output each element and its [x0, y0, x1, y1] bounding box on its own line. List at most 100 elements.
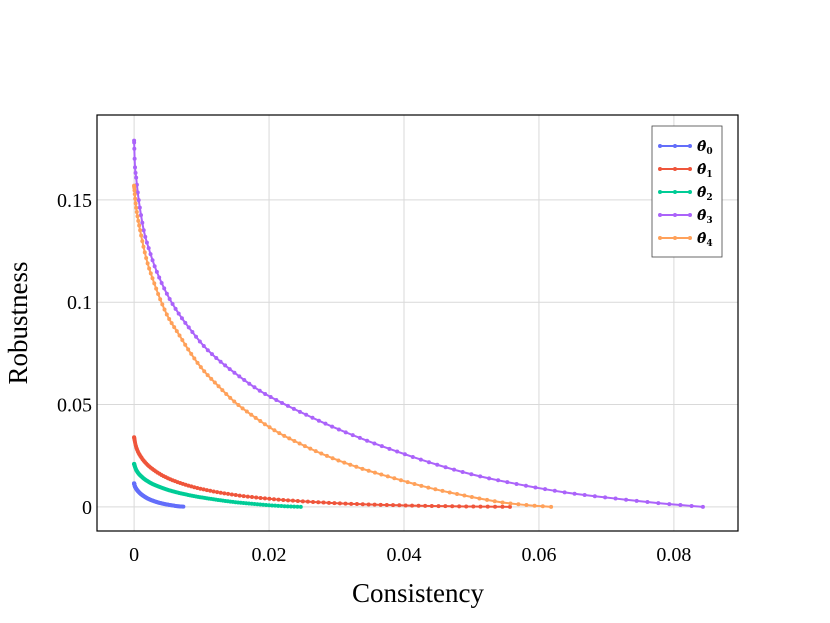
data-point — [183, 342, 188, 347]
data-point — [138, 213, 143, 218]
y-tick-label: 0.05 — [57, 395, 92, 417]
data-point — [689, 503, 694, 508]
data-point — [198, 486, 203, 491]
data-point — [336, 427, 341, 432]
data-point — [634, 498, 639, 503]
data-point — [311, 499, 316, 504]
data-point — [156, 291, 161, 296]
data-point — [379, 444, 384, 449]
legend-swatch-dot — [658, 236, 662, 240]
data-point — [183, 320, 188, 325]
data-point — [532, 503, 537, 508]
data-point — [298, 504, 303, 509]
data-point — [508, 501, 513, 506]
data-point — [257, 388, 262, 393]
data-point — [169, 321, 174, 326]
data-point — [297, 441, 302, 446]
data-point — [240, 406, 245, 411]
data-point — [471, 504, 476, 509]
data-point — [227, 367, 232, 372]
data-point — [152, 281, 157, 286]
data-point — [228, 395, 233, 400]
data-point — [194, 334, 199, 339]
data-point — [316, 418, 321, 423]
data-point — [540, 504, 545, 509]
data-point — [385, 474, 390, 479]
data-point — [469, 472, 474, 477]
data-point — [543, 487, 548, 492]
data-point — [140, 239, 145, 244]
data-point — [209, 352, 214, 357]
data-point — [436, 504, 441, 509]
data-point — [485, 497, 490, 502]
data-point — [192, 485, 197, 490]
data-point — [177, 333, 182, 338]
data-point — [249, 412, 254, 417]
data-point — [330, 424, 335, 429]
data-point — [205, 348, 210, 353]
data-point — [276, 497, 281, 502]
data-point — [209, 376, 214, 381]
data-point — [304, 412, 309, 417]
data-point — [242, 378, 247, 383]
data-point — [150, 276, 155, 281]
data-point — [249, 495, 254, 500]
data-point — [201, 487, 206, 492]
data-point — [205, 373, 210, 378]
data-point — [201, 343, 206, 348]
data-point — [357, 435, 362, 440]
data-point — [147, 266, 152, 271]
data-point — [141, 244, 146, 249]
data-point — [132, 146, 137, 151]
data-point — [324, 453, 329, 458]
tick-labels: 0 0.02 0.04 0.06 0.08 0 0.05 0.1 0.15 — [57, 190, 691, 566]
data-point — [164, 291, 169, 296]
data-point — [452, 467, 457, 472]
data-point — [152, 264, 157, 269]
data-point — [485, 504, 490, 509]
data-point — [237, 493, 242, 498]
data-point — [232, 399, 237, 404]
data-point — [286, 498, 291, 503]
data-point — [140, 220, 145, 225]
data-point — [464, 504, 469, 509]
data-point — [220, 388, 225, 393]
data-point — [223, 363, 228, 368]
data-point — [132, 192, 137, 197]
data-point — [154, 286, 159, 291]
data-point — [150, 258, 155, 263]
data-point — [174, 329, 179, 334]
data-point — [237, 374, 242, 379]
data-point — [179, 316, 184, 321]
data-point — [172, 325, 177, 330]
data-point — [202, 369, 207, 374]
data-point — [148, 271, 153, 276]
legend-label-sub: 4 — [706, 239, 712, 249]
data-point — [365, 438, 370, 443]
data-point — [624, 497, 629, 502]
x-tick-label: 0.04 — [387, 544, 422, 566]
data-point — [212, 380, 217, 385]
legend-label: θ̂2 — [697, 185, 713, 203]
legend-label: θ̂0 — [697, 139, 713, 157]
y-tick-label: 0.1 — [67, 292, 92, 314]
legend-label: θ̂3 — [697, 208, 713, 226]
data-point — [478, 504, 483, 509]
data-point — [549, 504, 554, 509]
data-point — [180, 338, 185, 343]
data-point — [378, 502, 383, 507]
series-2 — [132, 461, 303, 509]
data-point — [267, 496, 272, 501]
data-point — [176, 311, 181, 316]
data-point — [148, 252, 153, 257]
data-point — [678, 503, 683, 508]
data-point — [562, 490, 567, 495]
series-4 — [132, 183, 554, 509]
data-point — [136, 198, 141, 203]
legend-label: θ̂1 — [697, 162, 713, 180]
data-point — [267, 425, 272, 430]
legend-swatch-dot — [658, 167, 662, 171]
data-point — [308, 446, 313, 451]
data-point — [280, 400, 285, 405]
